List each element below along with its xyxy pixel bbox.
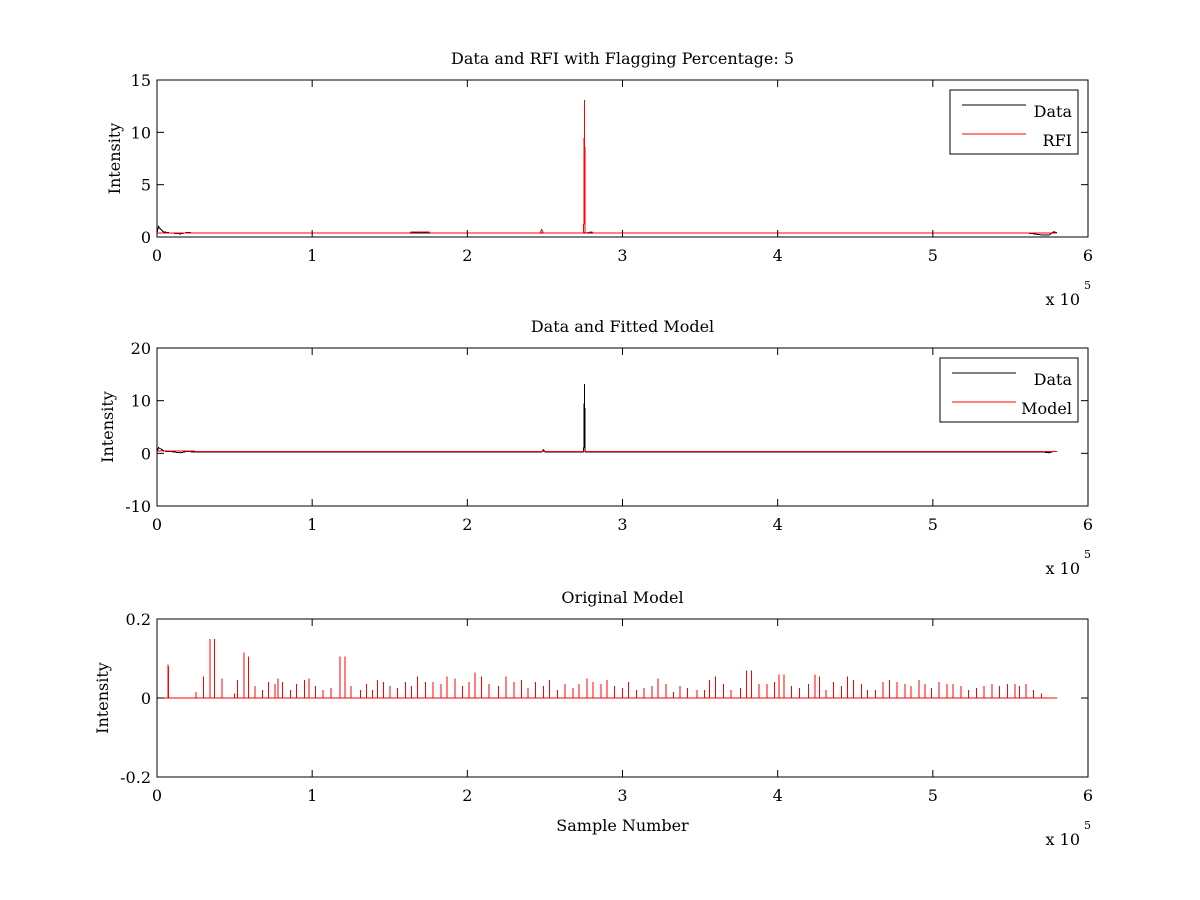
- y-tick-label: 20: [131, 339, 151, 358]
- y-tick-label: -10: [125, 497, 151, 516]
- plot-area: [157, 80, 1088, 237]
- y-tick-label: 0: [141, 689, 151, 708]
- x-tick-label: 2: [462, 515, 472, 534]
- x-tick-label: 1: [307, 246, 317, 265]
- x-tick-label: 6: [1083, 515, 1093, 534]
- chart-panel-1: 0 1 2 3 4 5 6 0 5 10 15 x 10 5 Data and RFI with Flag…: [105, 49, 1093, 309]
- legend: Data Model: [939, 357, 1079, 423]
- legend-label-model: Model: [1021, 399, 1072, 418]
- x-axis-exponent: 5: [1084, 819, 1091, 832]
- legend-box: [949, 89, 1079, 155]
- x-tick-label: 0: [152, 515, 162, 534]
- series-line-model: [157, 450, 1057, 452]
- chart-title: Data and Fitted Model: [531, 317, 714, 336]
- x-axis-multiplier: x 10: [1046, 830, 1080, 849]
- x-tick-label: 5: [928, 786, 938, 805]
- legend-box: [939, 357, 1079, 423]
- x-tick-label: 5: [928, 515, 938, 534]
- y-axis-label: Intensity: [105, 123, 124, 195]
- x-tick-label: 3: [617, 246, 627, 265]
- x-tick-label: 4: [773, 515, 783, 534]
- x-tick-label: 3: [617, 515, 627, 534]
- y-tick-label: 0: [141, 228, 151, 247]
- x-tick-label: 2: [462, 246, 472, 265]
- y-tick-label: -0.2: [120, 768, 151, 787]
- x-axis-label: Sample Number: [556, 816, 689, 835]
- x-tick-label: 6: [1083, 786, 1093, 805]
- x-tick-label: 4: [773, 786, 783, 805]
- series-line-original-model: [157, 638, 1057, 699]
- y-tick-label: 10: [131, 392, 151, 411]
- series-group: [157, 638, 1057, 699]
- y-axis-label: Intensity: [98, 391, 117, 463]
- x-axis-exponent: 5: [1084, 279, 1091, 292]
- series-group: [157, 383, 1058, 454]
- legend-label-data: Data: [1034, 102, 1073, 121]
- x-tick-label: 0: [152, 786, 162, 805]
- legend-label-rfi: RFI: [1043, 131, 1072, 150]
- x-tick-label: 1: [307, 786, 317, 805]
- x-tick-label: 0: [152, 246, 162, 265]
- legend-label-data: Data: [1034, 370, 1073, 389]
- x-tick-label: 6: [1083, 246, 1093, 265]
- y-tick-label: 15: [131, 71, 151, 90]
- chart-title: Data and RFI with Flagging Percentage: 5: [451, 49, 794, 68]
- x-axis-multiplier: x 10: [1046, 559, 1080, 578]
- x-tick-label: 2: [462, 786, 472, 805]
- y-tick-label: 10: [131, 123, 151, 142]
- plot-area: [157, 348, 1088, 506]
- x-tick-label: 1: [307, 515, 317, 534]
- chart-title: Original Model: [561, 588, 683, 607]
- x-tick-label: 4: [773, 246, 783, 265]
- y-tick-label: 0: [141, 444, 151, 463]
- legend: Data RFI: [949, 89, 1079, 155]
- y-axis-label: Intensity: [93, 662, 112, 734]
- y-tick-label: 5: [141, 176, 151, 195]
- x-tick-label: 3: [617, 786, 627, 805]
- series-line-rfi: [157, 99, 1057, 234]
- x-axis-multiplier: x 10: [1046, 290, 1080, 309]
- x-axis-exponent: 5: [1084, 548, 1091, 561]
- y-tick-label: 0.2: [126, 610, 151, 629]
- x-tick-label: 5: [928, 246, 938, 265]
